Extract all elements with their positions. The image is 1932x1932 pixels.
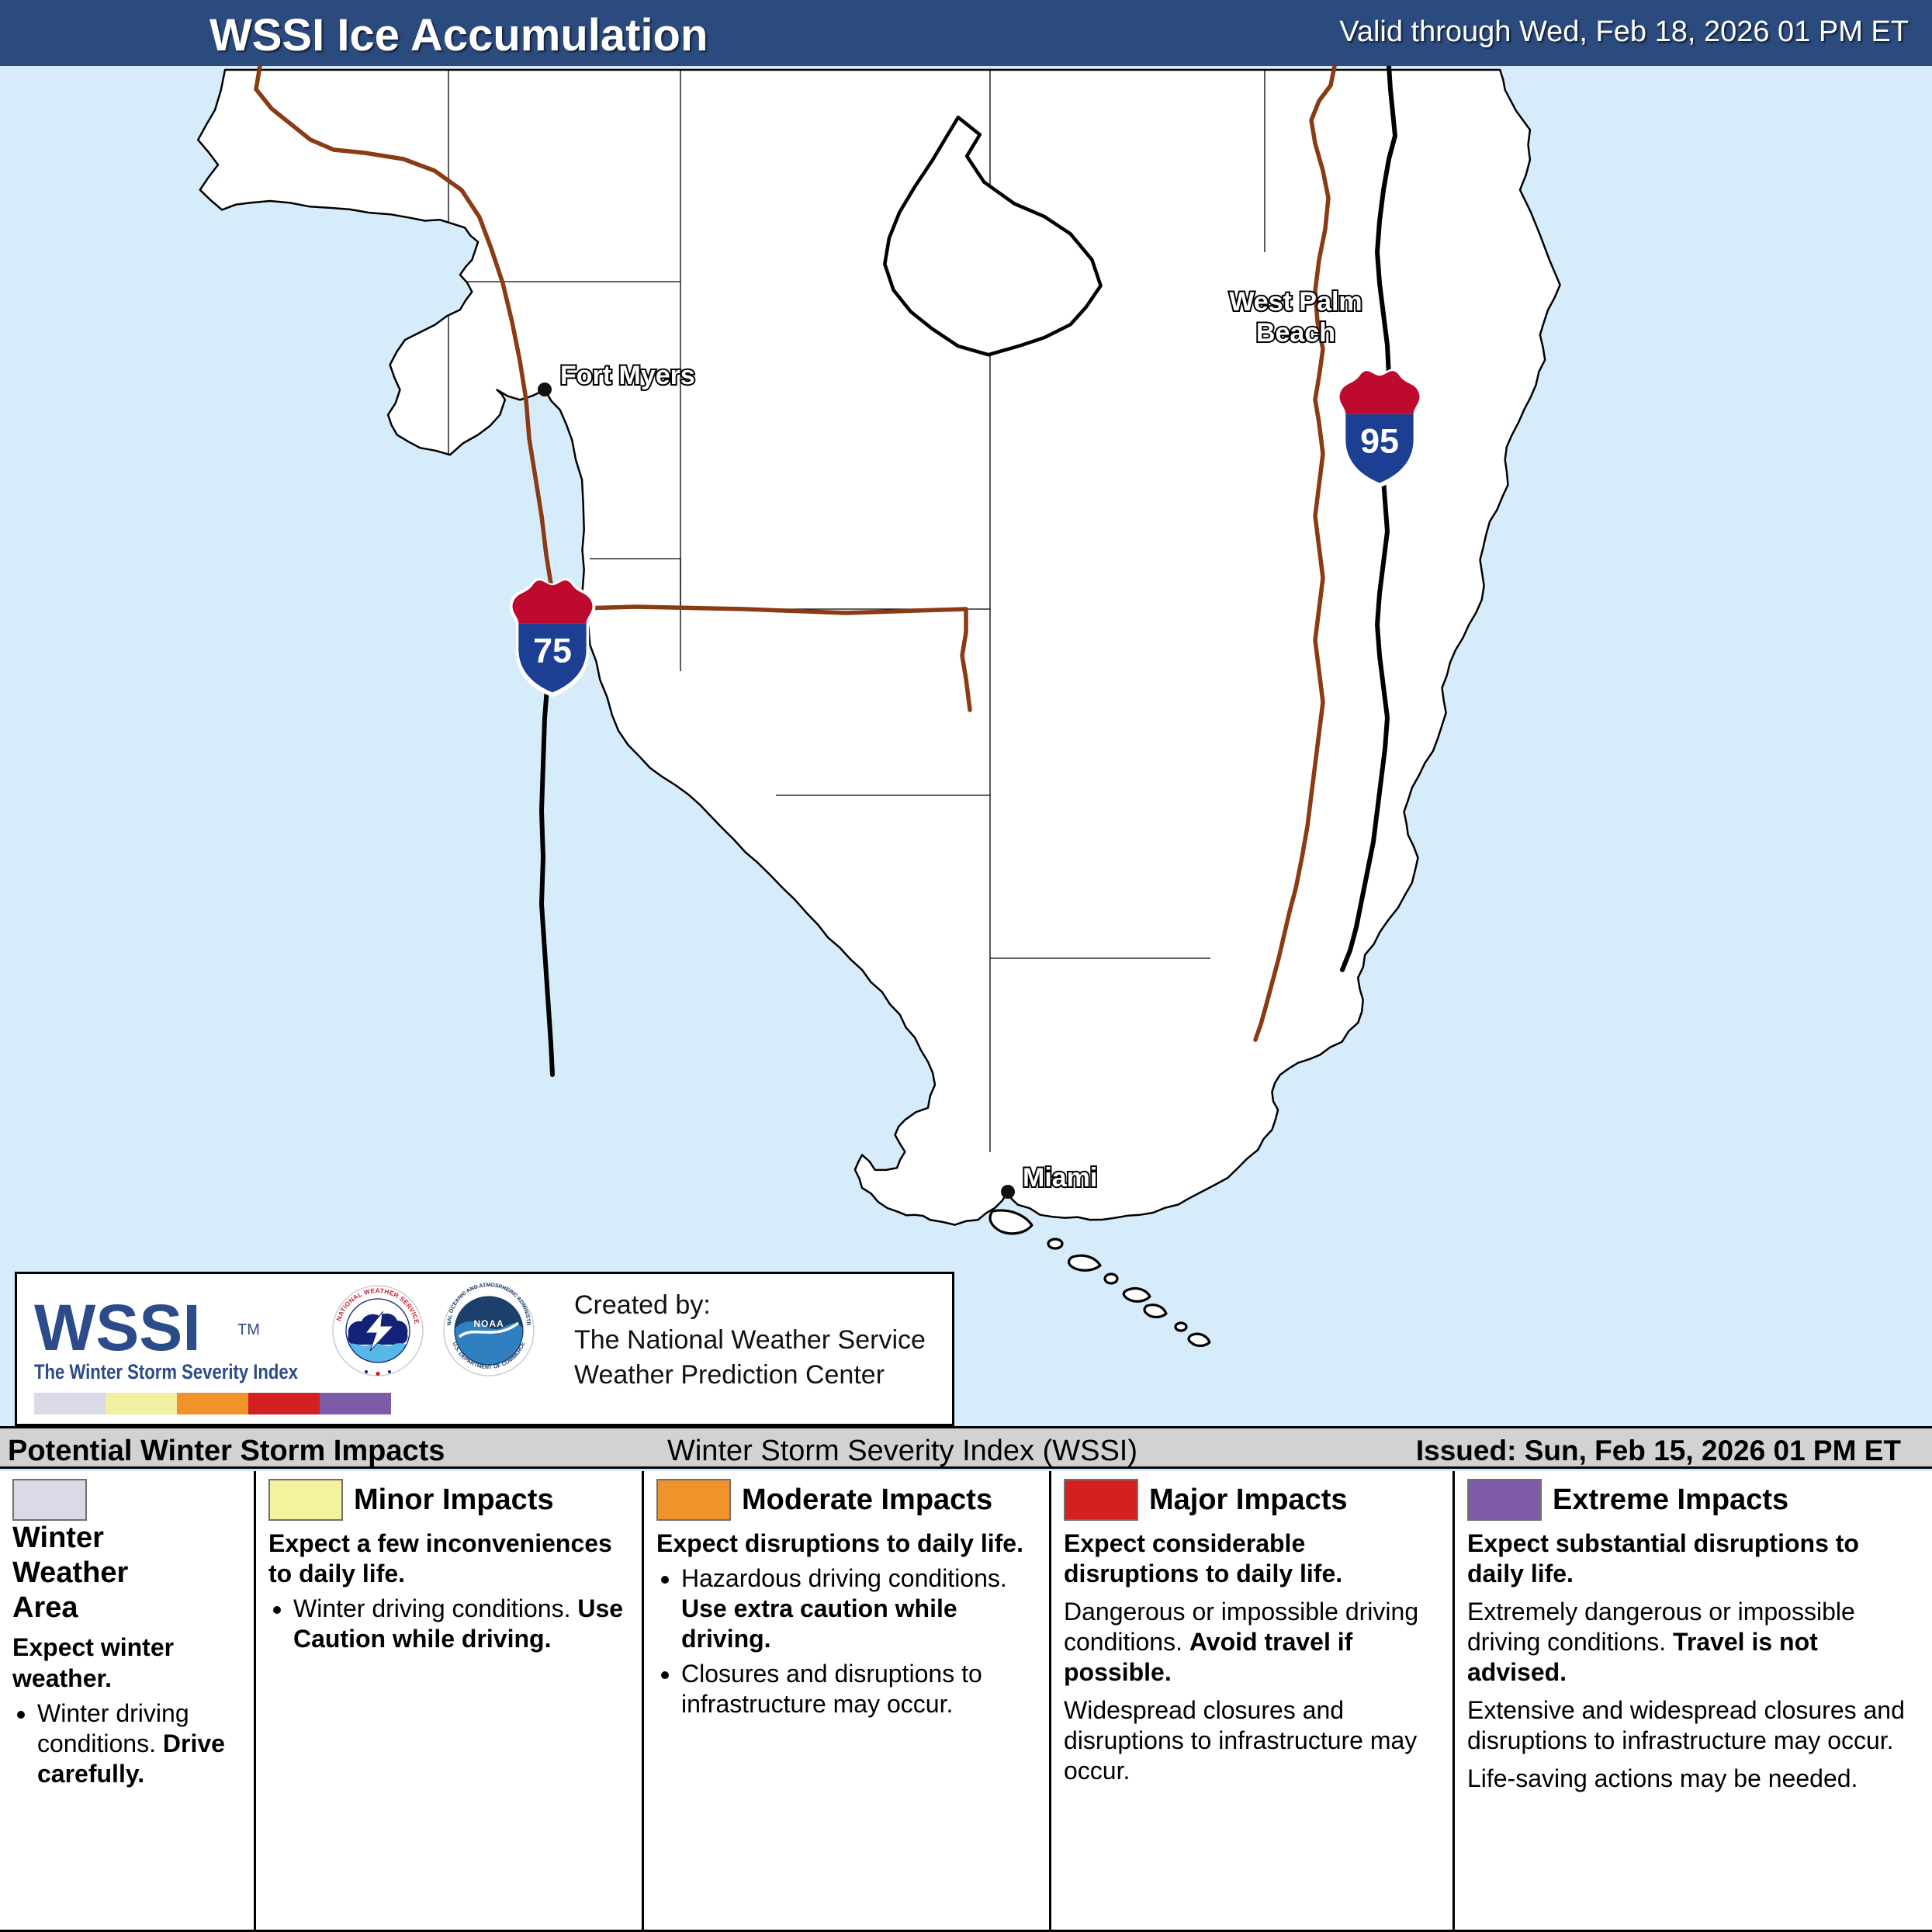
svg-text:TM: TM — [237, 1321, 260, 1338]
svg-text:Fort Myers: Fort Myers — [560, 361, 695, 390]
svg-text:95: 95 — [1360, 421, 1399, 460]
svg-text:Miami: Miami — [1023, 1163, 1097, 1193]
svg-text:West Palm: West Palm — [1229, 287, 1362, 317]
svg-text:WSSI: WSSI — [34, 1291, 201, 1364]
svg-text:75: 75 — [533, 630, 572, 670]
svg-text:The Winter Storm Severity Inde: The Winter Storm Severity Index — [34, 1360, 298, 1383]
svg-text:NOAA: NOAA — [473, 1318, 504, 1329]
svg-text:Beach: Beach — [1256, 318, 1335, 348]
